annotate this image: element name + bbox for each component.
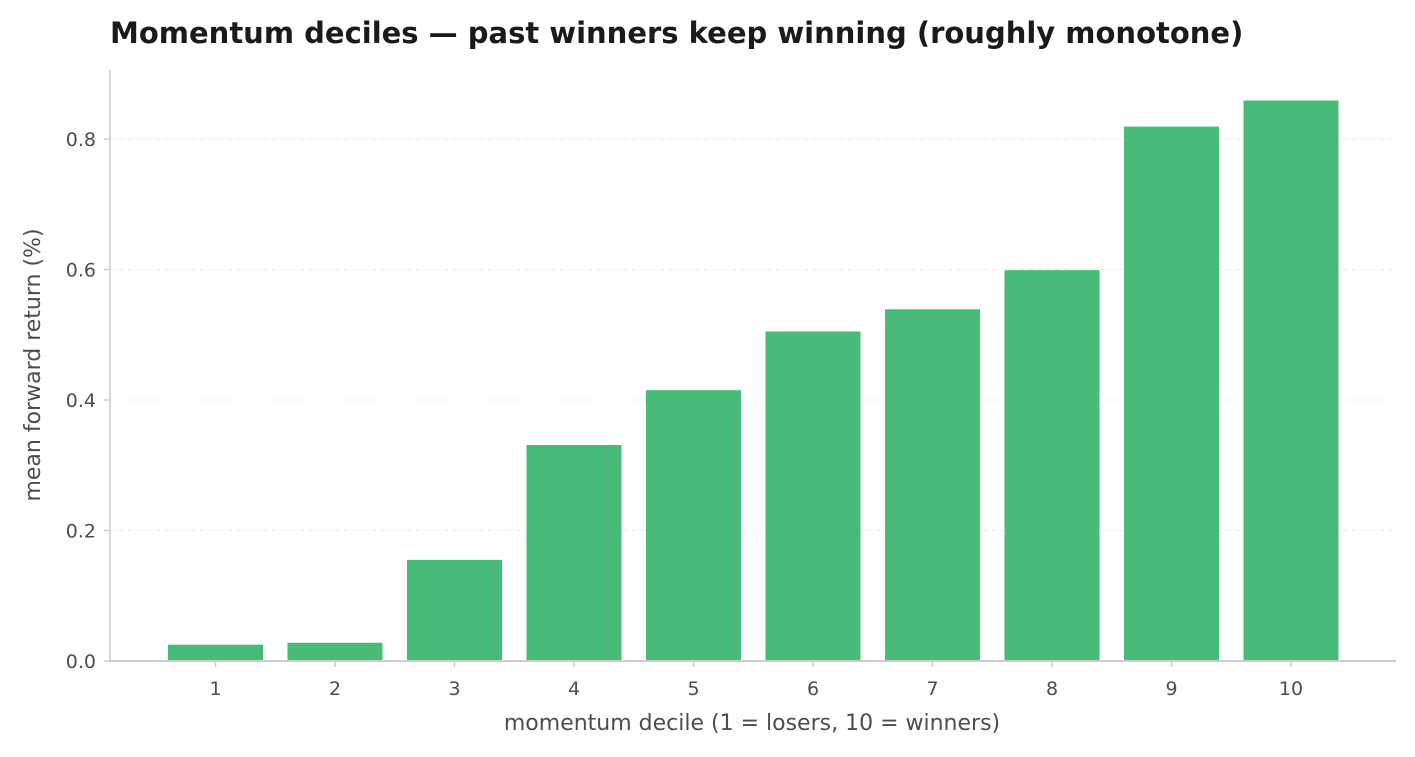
y-ticks: 0.0 0.2 0.4 0.6 0.8 [66, 129, 110, 673]
bar-decile-9 [1124, 126, 1219, 662]
bar-decile-5 [646, 390, 741, 661]
bar-decile-10 [1243, 100, 1339, 661]
chart-title: Momentum deciles — past winners keep win… [110, 16, 1243, 50]
bar-decile-3 [407, 559, 502, 661]
x-tick-label: 9 [1165, 678, 1177, 700]
x-axis-label: momentum decile (1 = losers, 10 = winner… [504, 711, 1000, 736]
bar-decile-1 [168, 644, 263, 661]
y-tick-label: 0.4 [66, 390, 96, 412]
axes [109, 70, 1396, 662]
y-axis-label: mean forward return (%) [21, 228, 46, 501]
y-tick-label: 0.0 [66, 651, 96, 673]
bar-decile-6 [765, 331, 861, 661]
bar-decile-8 [1004, 270, 1100, 661]
x-tick-label: 6 [807, 678, 819, 700]
x-tick-label: 7 [926, 678, 938, 700]
x-tick-label: 10 [1279, 678, 1303, 700]
y-tick-label: 0.8 [66, 129, 96, 151]
y-tick-label: 0.2 [66, 521, 96, 543]
x-tick-label: 1 [209, 678, 221, 700]
x-tick-label: 5 [687, 678, 699, 700]
bar-decile-4 [526, 445, 622, 661]
x-tick-label: 2 [329, 678, 341, 700]
x-tick-label: 8 [1046, 678, 1058, 700]
bar-decile-2 [287, 642, 383, 661]
bar-decile-7 [885, 309, 980, 661]
x-ticks: 1 2 3 4 5 6 7 8 9 10 [209, 661, 1303, 700]
x-tick-label: 4 [568, 678, 580, 700]
y-tick-label: 0.6 [66, 260, 96, 282]
x-tick-label: 3 [448, 678, 460, 700]
bars [168, 100, 1339, 662]
